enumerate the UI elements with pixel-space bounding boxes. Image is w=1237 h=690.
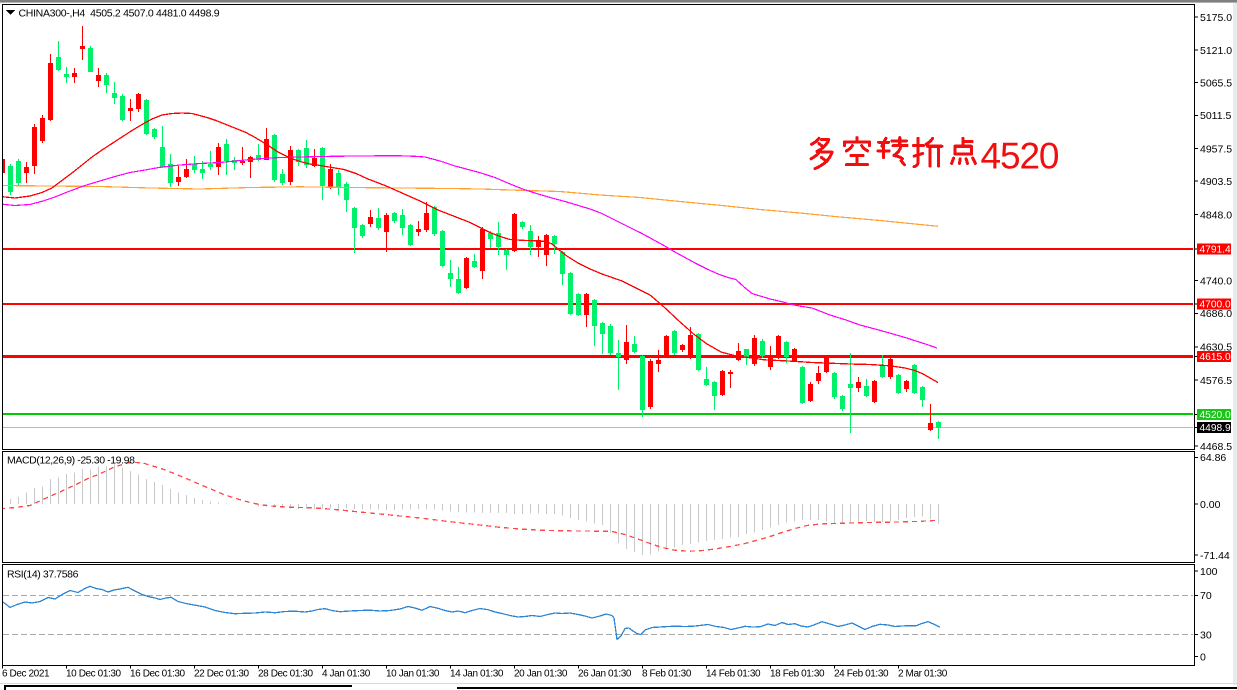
svg-text:5175.0: 5175.0 (1200, 12, 1232, 24)
svg-text:10 Jan 01:30: 10 Jan 01:30 (386, 669, 440, 680)
svg-text:0.00: 0.00 (1200, 499, 1221, 511)
svg-text:4957.5: 4957.5 (1200, 143, 1232, 155)
svg-text:4520.0: 4520.0 (1200, 410, 1231, 421)
svg-text:22 Dec 01:30: 22 Dec 01:30 (194, 669, 250, 680)
svg-text:4630.5: 4630.5 (1200, 342, 1232, 354)
svg-text:CHINA300-,H4 4505.2 4507.0 44: CHINA300-,H4 4505.2 4507.0 4481.0 4498.9 (19, 8, 220, 20)
svg-text:4791.4: 4791.4 (1200, 245, 1231, 256)
svg-text:0: 0 (1200, 651, 1206, 663)
svg-text:5065.5: 5065.5 (1200, 77, 1232, 89)
svg-text:100: 100 (1200, 566, 1218, 578)
svg-text:6 Dec 2021: 6 Dec 2021 (2, 669, 50, 680)
svg-text:4903.5: 4903.5 (1200, 176, 1232, 188)
svg-text:5011.5: 5011.5 (1200, 110, 1231, 122)
svg-text:14 Feb 01:30: 14 Feb 01:30 (706, 669, 761, 680)
svg-text:30: 30 (1200, 629, 1212, 641)
svg-text:4576.5: 4576.5 (1200, 375, 1232, 387)
svg-text:4520: 4520 (981, 136, 1059, 177)
svg-text:70: 70 (1200, 590, 1212, 602)
svg-text:RSI(14) 37.7586: RSI(14) 37.7586 (7, 569, 79, 581)
svg-text:10 Dec 01:30: 10 Dec 01:30 (66, 669, 122, 680)
svg-text:5121.0: 5121.0 (1200, 45, 1232, 57)
svg-text:-71.44: -71.44 (1200, 550, 1230, 562)
svg-text:64.86: 64.86 (1200, 452, 1226, 464)
svg-text:4848.0: 4848.0 (1200, 210, 1232, 222)
svg-text:4700.0: 4700.0 (1200, 300, 1231, 311)
svg-text:28 Dec 01:30: 28 Dec 01:30 (258, 669, 314, 680)
svg-text:8 Feb 01:30: 8 Feb 01:30 (642, 669, 692, 680)
svg-text:4 Jan 01:30: 4 Jan 01:30 (322, 669, 371, 680)
svg-text:4615.0: 4615.0 (1200, 352, 1231, 363)
svg-text:4498.9: 4498.9 (1200, 423, 1231, 434)
svg-text:16 Dec 01:30: 16 Dec 01:30 (130, 669, 186, 680)
svg-text:24 Feb 01:30: 24 Feb 01:30 (834, 669, 889, 680)
svg-text:4740.0: 4740.0 (1200, 275, 1232, 287)
svg-text:4686.0: 4686.0 (1200, 308, 1232, 320)
svg-text:26 Jan 01:30: 26 Jan 01:30 (578, 669, 632, 680)
svg-text:20 Jan 01:30: 20 Jan 01:30 (514, 669, 568, 680)
svg-text:2 Mar 01:30: 2 Mar 01:30 (898, 669, 948, 680)
svg-text:14 Jan 01:30: 14 Jan 01:30 (450, 669, 504, 680)
svg-text:4468.5: 4468.5 (1200, 441, 1232, 453)
svg-text:MACD(12,26,9) -25.30 -19.98: MACD(12,26,9) -25.30 -19.98 (7, 454, 135, 466)
svg-text:18 Feb 01:30: 18 Feb 01:30 (770, 669, 825, 680)
